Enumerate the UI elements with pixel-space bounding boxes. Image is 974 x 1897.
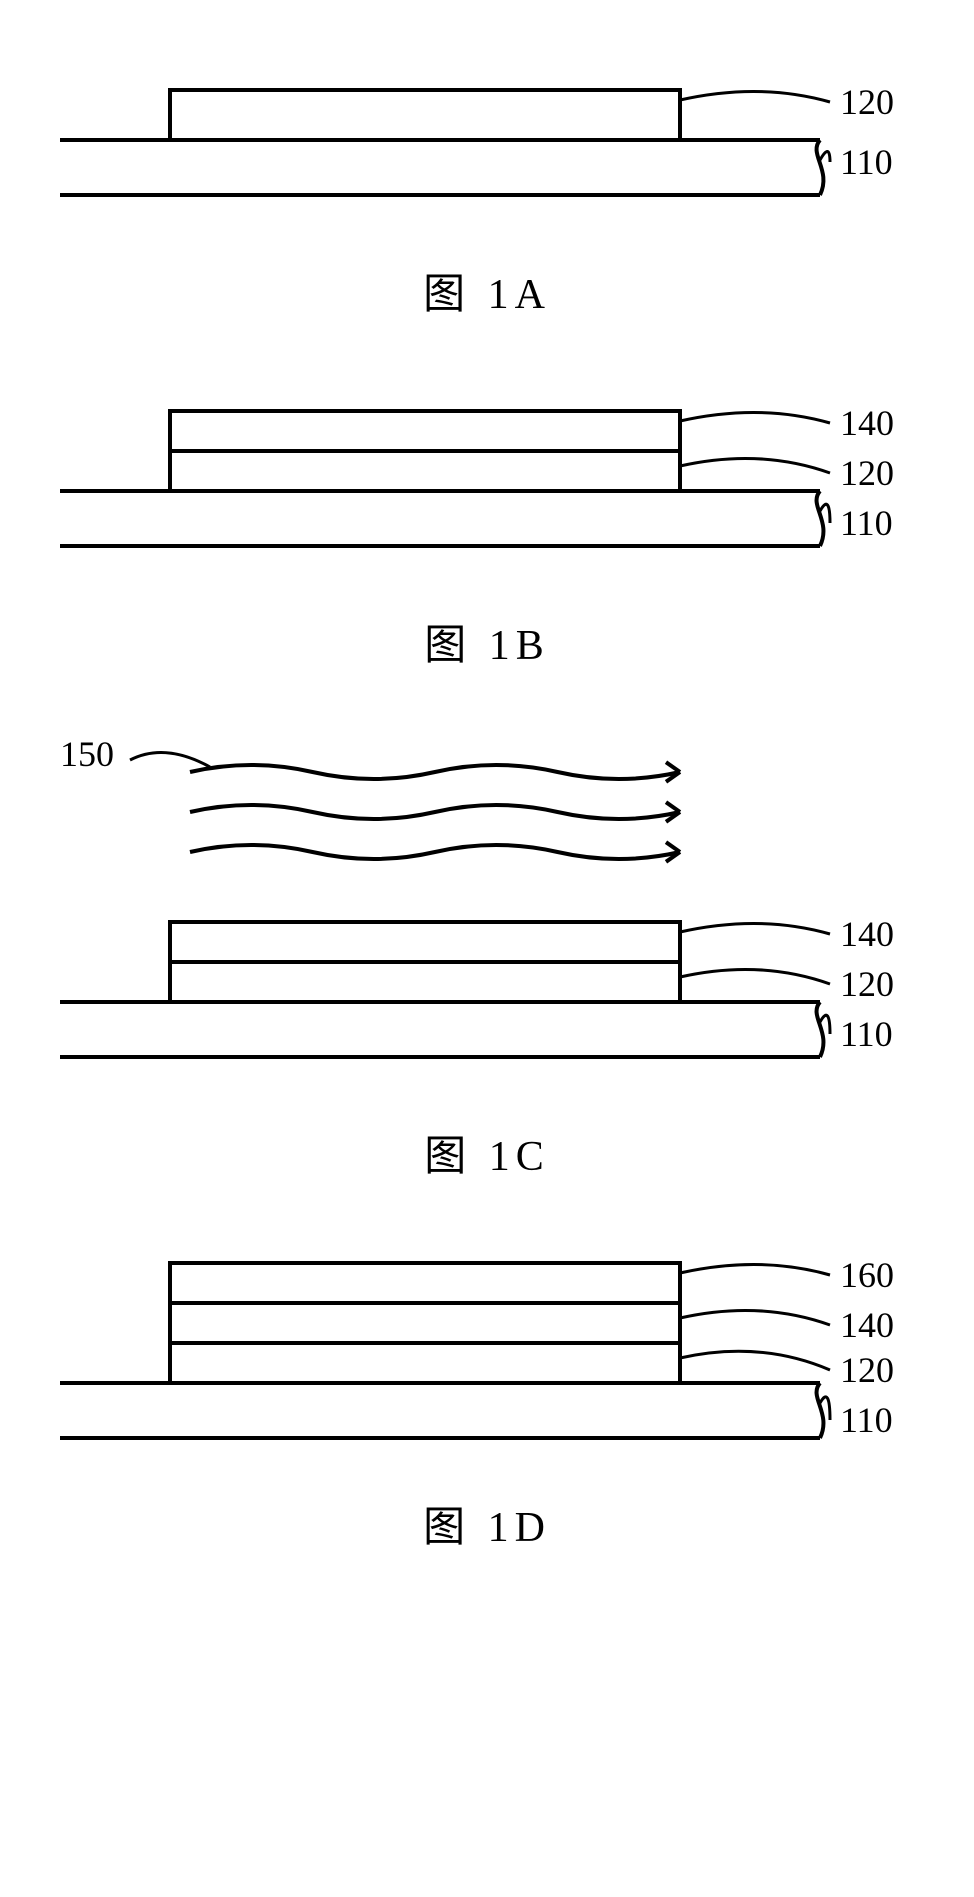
svg-text:160: 160 bbox=[840, 1255, 894, 1295]
figure-1c: 150 140 120 110 图 1C bbox=[0, 712, 974, 1183]
figure-1d: 160 140 120 110 图 1D bbox=[0, 1223, 974, 1554]
figure-1b: 140 120 110 图 1B bbox=[0, 361, 974, 672]
figure-1c-caption: 图 1C bbox=[0, 1122, 974, 1183]
svg-text:110: 110 bbox=[840, 1014, 893, 1054]
svg-text:140: 140 bbox=[840, 1305, 894, 1345]
figure-1a-caption: 图 1A bbox=[0, 260, 974, 321]
figure-1c-svg: 150 140 120 110 bbox=[0, 712, 974, 1092]
figure-1a-svg: 120 110 bbox=[0, 30, 974, 230]
figure-1d-caption: 图 1D bbox=[0, 1493, 974, 1554]
figure-1d-svg: 160 140 120 110 bbox=[0, 1223, 974, 1463]
figure-1b-svg: 140 120 110 bbox=[0, 361, 974, 581]
svg-text:140: 140 bbox=[840, 914, 894, 954]
svg-text:120: 120 bbox=[840, 964, 894, 1004]
figure-1a: 120 110 图 1A bbox=[0, 30, 974, 321]
svg-text:120: 120 bbox=[840, 1350, 894, 1390]
svg-text:110: 110 bbox=[840, 503, 893, 543]
svg-text:110: 110 bbox=[840, 142, 893, 182]
svg-text:120: 120 bbox=[840, 82, 894, 122]
svg-text:120: 120 bbox=[840, 453, 894, 493]
svg-text:110: 110 bbox=[840, 1400, 893, 1440]
figure-1b-caption: 图 1B bbox=[0, 611, 974, 672]
svg-text:140: 140 bbox=[840, 403, 894, 443]
svg-text:150: 150 bbox=[60, 734, 114, 774]
page: 120 110 图 1A 140 120 110 图 1B 150 140 120 110 … bbox=[0, 0, 974, 1654]
